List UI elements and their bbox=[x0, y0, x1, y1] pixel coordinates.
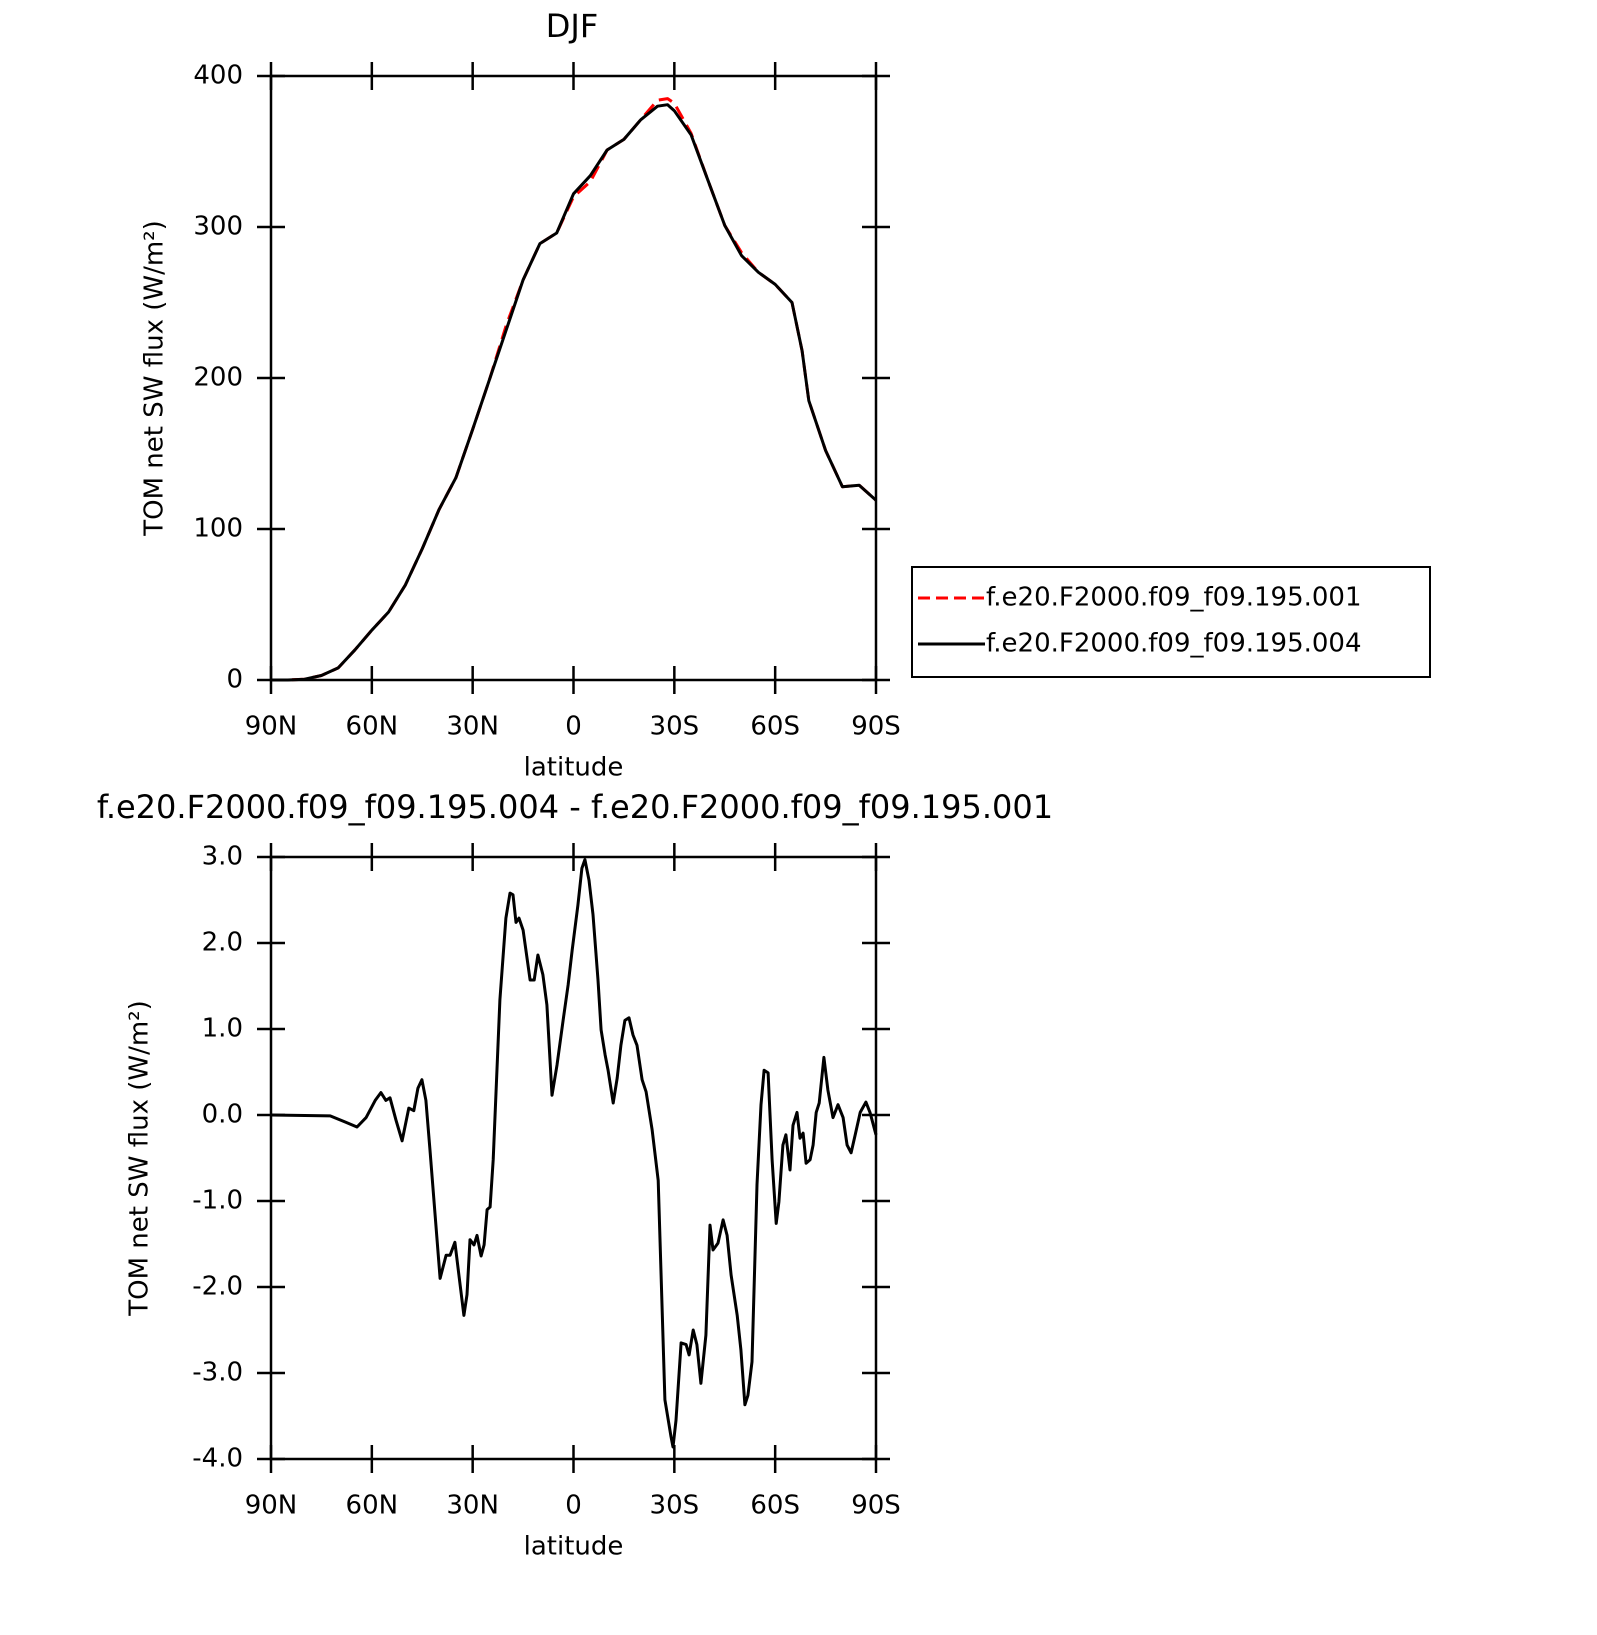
x-tick-label: 60N bbox=[346, 712, 399, 742]
y-tick-label: 2.0 bbox=[202, 928, 243, 958]
legend-label: f.e20.F2000.f09_f09.195.001 bbox=[986, 583, 1362, 613]
y-tick-label: 200 bbox=[193, 363, 243, 393]
x-tick-label: 90S bbox=[851, 1491, 901, 1521]
plot-frame bbox=[269, 855, 878, 1461]
x-tick-label: 30S bbox=[650, 712, 700, 742]
data-line bbox=[271, 103, 878, 682]
plot-frame bbox=[269, 74, 878, 682]
y-tick-label: -3.0 bbox=[192, 1358, 243, 1388]
legend-label: f.e20.F2000.f09_f09.195.004 bbox=[986, 629, 1362, 659]
x-tick-label: 90N bbox=[245, 1491, 298, 1521]
y-tick-label: 1.0 bbox=[202, 1014, 243, 1044]
x-tick-label: 90N bbox=[245, 712, 298, 742]
y-axis-label: TOM net SW flux (W/m²) bbox=[125, 1000, 155, 1316]
y-tick-label: -4.0 bbox=[192, 1444, 243, 1474]
legend-box bbox=[911, 566, 1431, 678]
x-tick-label: 60S bbox=[750, 712, 800, 742]
x-tick-label: 60S bbox=[750, 1491, 800, 1521]
y-tick-label: -2.0 bbox=[192, 1272, 243, 1302]
x-tick-label: 90S bbox=[851, 712, 901, 742]
x-tick-label: 30N bbox=[446, 1491, 499, 1521]
x-axis-label: latitude bbox=[524, 1532, 624, 1562]
y-tick-label: 300 bbox=[193, 212, 243, 242]
chart-title: DJF bbox=[546, 7, 598, 45]
y-tick-label: 0 bbox=[226, 665, 243, 695]
chart-title: f.e20.F2000.f09_f09.195.004 - f.e20.F200… bbox=[97, 788, 1053, 826]
x-axis-label: latitude bbox=[524, 753, 624, 783]
x-tick-label: 0 bbox=[565, 712, 582, 742]
y-tick-label: 400 bbox=[193, 61, 243, 91]
data-line bbox=[270, 858, 878, 1449]
data-line bbox=[271, 97, 878, 682]
x-tick-label: 30S bbox=[650, 1491, 700, 1521]
x-tick-label: 30N bbox=[446, 712, 499, 742]
y-tick-label: -1.0 bbox=[192, 1186, 243, 1216]
y-tick-label: 100 bbox=[193, 514, 243, 544]
y-tick-label: 3.0 bbox=[202, 842, 243, 872]
y-axis-label: TOM net SW flux (W/m²) bbox=[140, 220, 170, 536]
y-tick-label: 0.0 bbox=[202, 1100, 243, 1130]
x-tick-label: 60N bbox=[346, 1491, 399, 1521]
x-tick-label: 0 bbox=[565, 1491, 582, 1521]
